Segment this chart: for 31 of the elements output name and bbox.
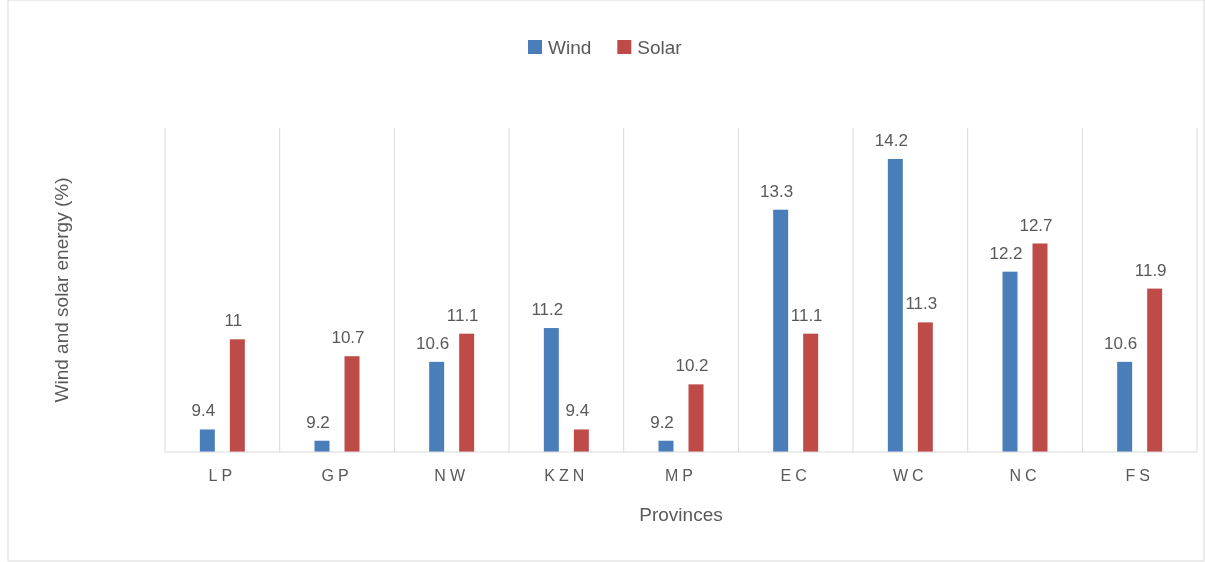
data-label: 10.7 — [331, 328, 365, 348]
x-tick-label: MP — [665, 466, 697, 484]
data-label: 11 — [224, 311, 243, 331]
x-axis-title: Provinces — [639, 504, 723, 525]
x-tick-label: EC — [780, 466, 811, 484]
data-label: 11.2 — [531, 300, 564, 320]
y-axis-title: Wind and solar energy (%) — [51, 177, 72, 403]
data-label: 14.2 — [874, 130, 908, 150]
x-tick-label: KZN — [544, 466, 589, 484]
x-tick-label: NW — [434, 466, 469, 484]
data-label: 9.4 — [565, 401, 590, 421]
data-label: 11.1 — [790, 305, 823, 325]
data-label: 10.6 — [416, 333, 450, 353]
data-label: 11.3 — [905, 294, 938, 314]
legend-label: Solar — [637, 37, 683, 58]
x-tick-label: LP — [208, 466, 237, 484]
data-label: 12.2 — [989, 243, 1023, 263]
data-label: 9.4 — [191, 401, 216, 421]
data-label: 11.9 — [1134, 260, 1167, 280]
data-label: 10.2 — [675, 356, 709, 376]
x-tick-label: FS — [1125, 466, 1154, 484]
x-tick-label: NC — [1009, 466, 1041, 484]
data-label: 10.6 — [1104, 333, 1138, 353]
data-label: 9.2 — [650, 412, 674, 432]
x-tick-label: WC — [893, 466, 928, 484]
legend-label: Wind — [548, 37, 592, 58]
data-label: 13.3 — [760, 181, 794, 201]
data-label: 9.2 — [306, 412, 330, 432]
x-tick-label: GP — [321, 466, 353, 484]
data-label: 11.1 — [446, 305, 479, 325]
data-label: 12.7 — [1019, 215, 1053, 235]
